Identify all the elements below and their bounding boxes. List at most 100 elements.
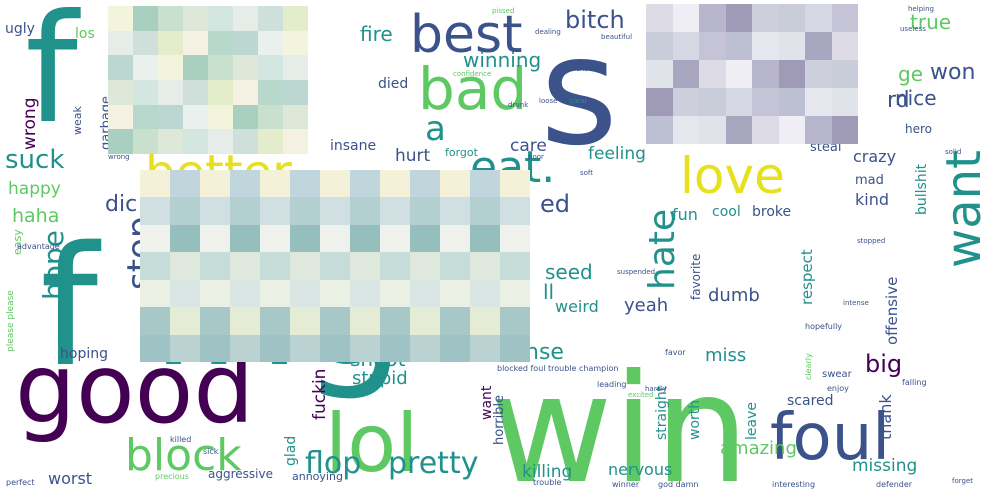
word-clear: clear	[570, 97, 588, 106]
word-block: block	[125, 429, 242, 481]
word-haha: haha	[12, 205, 60, 228]
censor-block-top-right	[646, 4, 858, 144]
word-falling: falling	[902, 378, 927, 388]
word-respect: respect	[798, 249, 816, 305]
word-horrible: horrible	[492, 394, 507, 445]
word-miss: miss	[705, 345, 747, 367]
word-stopped: stopped	[857, 237, 886, 246]
word-seed: seed	[545, 259, 593, 284]
word-best: best	[410, 5, 523, 66]
word-god-damn: god damn	[658, 480, 699, 490]
word-leading: leading	[597, 380, 627, 390]
word-broke: broke	[752, 203, 792, 220]
word-useless: useless	[900, 25, 926, 34]
word-care: care	[510, 136, 547, 157]
word-perfect: perfect	[6, 478, 35, 488]
word-bullshit: bullshit	[914, 163, 930, 215]
word-rd: rd	[887, 87, 910, 113]
word-helping: helping	[908, 5, 934, 14]
word-loose: loose	[539, 97, 558, 106]
word-favorite: favorite	[689, 253, 703, 300]
word-flop: flop	[305, 446, 362, 482]
word-defender: defender	[876, 480, 913, 490]
word-enjoy: enjoy	[827, 384, 849, 394]
word-sick: sick	[203, 447, 219, 457]
word-yeah: yeah	[624, 295, 669, 317]
word-confidence: confidence	[453, 70, 492, 79]
word-wrong-small: wrong	[108, 153, 130, 162]
word-worth: worth	[687, 399, 703, 440]
word-dic: dic	[105, 191, 138, 217]
word-died: died	[378, 75, 409, 92]
word-insane: insane	[330, 137, 377, 154]
word-drunk: drunk	[508, 101, 529, 110]
word-winner: winner	[612, 480, 640, 490]
word-soft: soft	[580, 169, 594, 178]
word-please: please please	[6, 290, 16, 352]
word-advantage: advantage	[17, 242, 60, 252]
word-fuckin: fuckin	[310, 368, 330, 420]
word-mad: mad	[855, 173, 884, 189]
word-lose: los	[75, 25, 95, 42]
word-foul: foul	[770, 400, 891, 475]
word-dumb: dumb	[708, 285, 760, 307]
word-fun: fun	[672, 204, 698, 224]
word-favor: favor	[665, 348, 686, 358]
word-worst: worst	[48, 468, 93, 488]
word-interesting: interesting	[772, 480, 816, 490]
word-killing: killing	[522, 462, 573, 483]
word-trouble: trouble	[533, 478, 562, 488]
word-forgot: forgot	[445, 145, 478, 159]
word-won: won	[930, 59, 976, 85]
word-steal: steal	[810, 140, 842, 156]
word-amazing: amazing	[720, 438, 797, 460]
word-winning: winning	[463, 47, 542, 72]
word-bad: bad	[418, 55, 528, 124]
word-poor: poor	[528, 153, 544, 162]
word-choking: choking	[576, 65, 604, 74]
word-hero: hero	[905, 122, 932, 137]
word-all: a	[425, 109, 446, 150]
word-stupid: stupid	[352, 368, 408, 390]
word-pissed: pissed	[492, 7, 515, 16]
word-hardly: hardly	[645, 385, 668, 394]
word-killed: killed	[170, 435, 192, 445]
word-forget: forget	[952, 477, 973, 486]
word-wrong: wrong	[20, 97, 40, 151]
word-nice: nice	[895, 85, 937, 110]
word-precious: precious	[155, 472, 189, 482]
word-blocked: blocked foul trouble champion	[497, 364, 619, 374]
word-feeling: feeling	[588, 144, 646, 165]
censor-block-left	[108, 6, 308, 154]
word-lol: lol	[325, 397, 419, 491]
word-suspended: suspended	[617, 268, 656, 277]
word-ge: ge	[898, 61, 923, 86]
word-bitch: bitch	[565, 6, 625, 35]
word-hoping: hoping	[60, 345, 108, 362]
word-ed: ed	[540, 190, 570, 219]
word-intense: intense	[843, 299, 869, 308]
word-ugly: ugly	[5, 20, 35, 37]
word-kind: kind	[855, 189, 890, 209]
word-hope: hope	[37, 230, 70, 300]
word-straight: straight	[654, 385, 670, 440]
word-solid: solid	[945, 148, 962, 157]
word-love: love	[680, 147, 785, 205]
word-hopefully: hopefully	[805, 322, 843, 332]
word-dealing: dealing	[535, 28, 561, 37]
word-want-large: want	[936, 150, 984, 268]
word-nervous: nervous	[608, 459, 673, 479]
word-annoying: annoying	[292, 469, 343, 483]
word-missing: missing	[852, 456, 918, 477]
word-hurt: hurt	[395, 146, 431, 167]
word-suck: suck	[5, 144, 65, 175]
censor-block-center	[140, 170, 530, 362]
word-big: big	[865, 350, 903, 379]
word-fire: fire	[360, 21, 393, 46]
word-offensive: offensive	[883, 276, 901, 345]
word-swear: swear	[822, 368, 852, 380]
word-crazy: crazy	[853, 146, 897, 166]
word-true: true	[910, 9, 952, 34]
word-glad: glad	[283, 435, 299, 466]
